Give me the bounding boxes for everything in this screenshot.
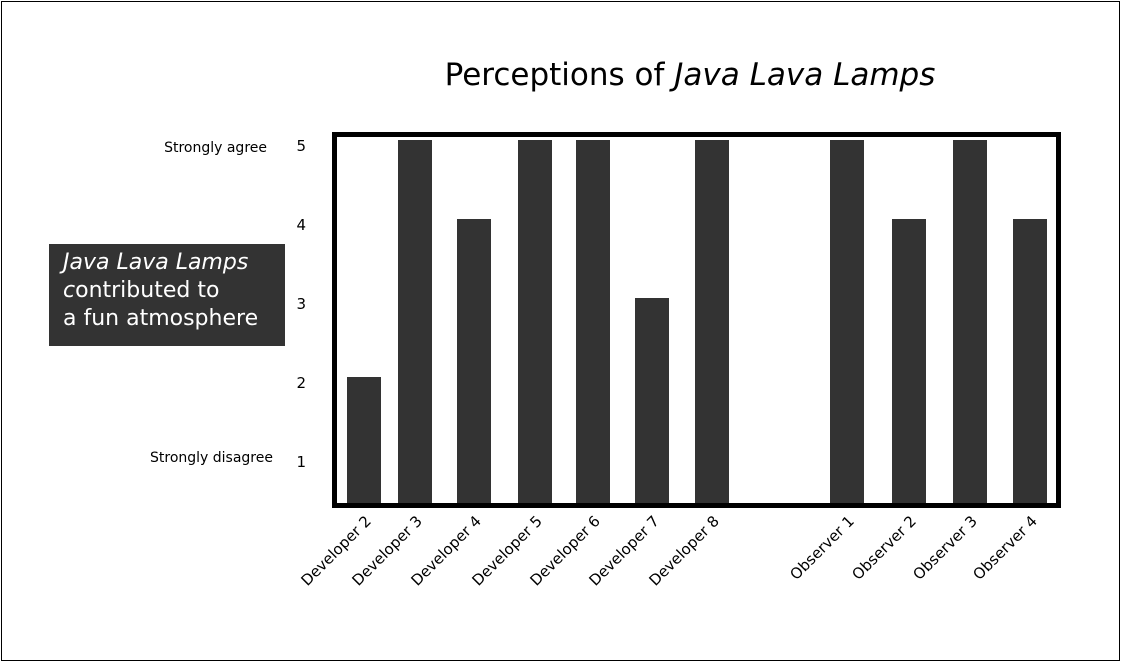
chart-title-part: Perceptions of <box>445 57 675 93</box>
bar <box>695 140 729 504</box>
bar <box>635 298 669 504</box>
y-tick-label: 5 <box>296 137 306 155</box>
chart-title-part: Java Lava Lamps <box>668 57 935 93</box>
y-axis-label-part: Java Lava Lamps <box>63 250 249 275</box>
bar <box>457 219 491 504</box>
y-tick-label: 2 <box>296 374 306 392</box>
y-tick-label: 4 <box>296 216 306 234</box>
bar <box>892 219 926 504</box>
y-tick-label: 3 <box>296 295 306 313</box>
bar <box>576 140 610 504</box>
bars <box>347 140 1047 504</box>
bar <box>1013 219 1047 504</box>
bar <box>953 140 987 504</box>
category-label: Observer 2 <box>848 512 920 584</box>
y-axis-label: Java Lava Lamps contributed to a fun atmos… <box>49 244 285 346</box>
plot-area-border <box>332 132 1061 508</box>
y-axis-label-line: contributed to <box>63 277 285 305</box>
y-tick-labels: 1 2 3 4 5 <box>296 137 306 471</box>
scale-anchor-high: Strongly agree <box>164 140 267 156</box>
bar <box>398 140 432 504</box>
y-axis-label-part: a fun atmosphere <box>63 306 259 331</box>
bar <box>347 377 381 504</box>
scale-anchor-low: Strongly disagree <box>150 450 273 466</box>
y-axis-label-line: Java Lava Lamps <box>63 249 285 277</box>
y-axis-label-line: a fun atmosphere <box>63 305 285 333</box>
y-axis-label-part: ontributed to <box>75 278 220 303</box>
category-label: Observer 4 <box>969 512 1041 584</box>
category-label: Observer 1 <box>786 512 858 584</box>
bar <box>830 140 864 504</box>
chart-title: Perceptions of Java Lava Lamps <box>445 57 936 93</box>
y-tick-label: 1 <box>296 453 306 471</box>
y-axis-label-part: c <box>63 278 76 303</box>
bar <box>518 140 552 504</box>
